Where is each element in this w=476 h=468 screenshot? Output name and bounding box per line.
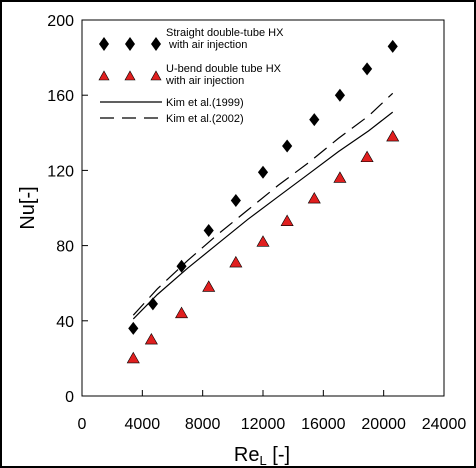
diamond-data-point bbox=[128, 321, 139, 335]
legend-triangle-marker-2 bbox=[124, 70, 136, 81]
data-markers bbox=[126, 39, 400, 364]
triangle-data-point bbox=[126, 351, 140, 364]
legend-diamond-marker-3 bbox=[151, 37, 161, 51]
legend-label-straight-line2: with air injection bbox=[166, 39, 247, 51]
triangle-data-point bbox=[175, 306, 189, 319]
y-tick-label: 80 bbox=[56, 239, 74, 256]
series-line bbox=[132, 111, 394, 320]
diamond-data-point bbox=[147, 297, 158, 311]
triangle-data-point bbox=[144, 332, 158, 345]
x-axis-title-unit: [-] bbox=[267, 444, 290, 466]
x-tick-label: 0 bbox=[78, 416, 87, 433]
triangle-data-point bbox=[360, 150, 374, 163]
legend-label-straight-line1: Straight double-tube HX bbox=[166, 27, 284, 39]
series-line bbox=[132, 92, 394, 316]
legend-label-kim1999: Kim et al.(1999) bbox=[166, 97, 244, 109]
x-axis-title-main: Re bbox=[234, 444, 260, 466]
triangle-data-point bbox=[256, 235, 270, 247]
y-tick-label: 0 bbox=[65, 389, 74, 406]
diamond-data-point bbox=[282, 139, 293, 153]
x-axis-title-subscript: L bbox=[260, 453, 267, 468]
y-axis-title: Nu[-] bbox=[17, 186, 39, 229]
legend-label-kim2002: Kim et al.(2002) bbox=[166, 113, 244, 125]
fit-lines bbox=[132, 92, 394, 320]
legend-label-ubend-line2: with air injection bbox=[165, 75, 244, 87]
x-axis-title: ReL [-] bbox=[234, 444, 290, 468]
x-axis: 0 4000 8000 12000 16000 20000 24000 ReL [-] bbox=[78, 390, 467, 468]
triangle-data-point bbox=[386, 129, 400, 142]
x-tick-label: 24000 bbox=[422, 416, 467, 433]
diamond-data-point bbox=[230, 193, 241, 207]
legend-diamond-marker-2 bbox=[125, 37, 135, 51]
legend-label-ubend: U-bend double tube HX with air injection bbox=[165, 63, 282, 87]
x-tick-label: 20000 bbox=[361, 416, 406, 433]
legend-triangle-marker-3 bbox=[150, 70, 162, 81]
diamond-data-point bbox=[387, 39, 398, 53]
triangle-data-point bbox=[280, 214, 294, 226]
triangle-data-point bbox=[229, 255, 243, 268]
y-axis: 0 40 80 120 160 200 Nu[-] bbox=[17, 13, 88, 406]
y-tick-label: 120 bbox=[47, 163, 74, 180]
diamond-data-point bbox=[257, 165, 269, 179]
x-tick-label: 16000 bbox=[301, 416, 346, 433]
diamond-data-point bbox=[203, 224, 214, 238]
triangle-data-point bbox=[333, 171, 347, 183]
legend-label-ubend-line1: U-bend double tube HX bbox=[166, 63, 282, 75]
x-tick-label: 4000 bbox=[125, 416, 161, 433]
triangle-data-point bbox=[202, 280, 216, 292]
legend: Straight double-tube HX with air injecti… bbox=[98, 27, 284, 125]
x-tick-label: 8000 bbox=[185, 416, 221, 433]
diamond-data-point bbox=[362, 62, 373, 76]
diamond-data-point bbox=[176, 259, 187, 273]
diamond-data-point bbox=[309, 113, 320, 127]
y-tick-label: 160 bbox=[47, 88, 74, 105]
triangle-data-point bbox=[307, 191, 321, 204]
y-tick-label: 40 bbox=[56, 314, 74, 331]
y-tick-label: 200 bbox=[47, 13, 74, 30]
diamond-data-point bbox=[334, 88, 345, 102]
legend-diamond-marker-1 bbox=[99, 37, 109, 51]
legend-label-straight: Straight double-tube HX with air injecti… bbox=[166, 27, 284, 51]
x-tick-label: 12000 bbox=[241, 416, 286, 433]
legend-triangle-marker-1 bbox=[98, 70, 110, 81]
